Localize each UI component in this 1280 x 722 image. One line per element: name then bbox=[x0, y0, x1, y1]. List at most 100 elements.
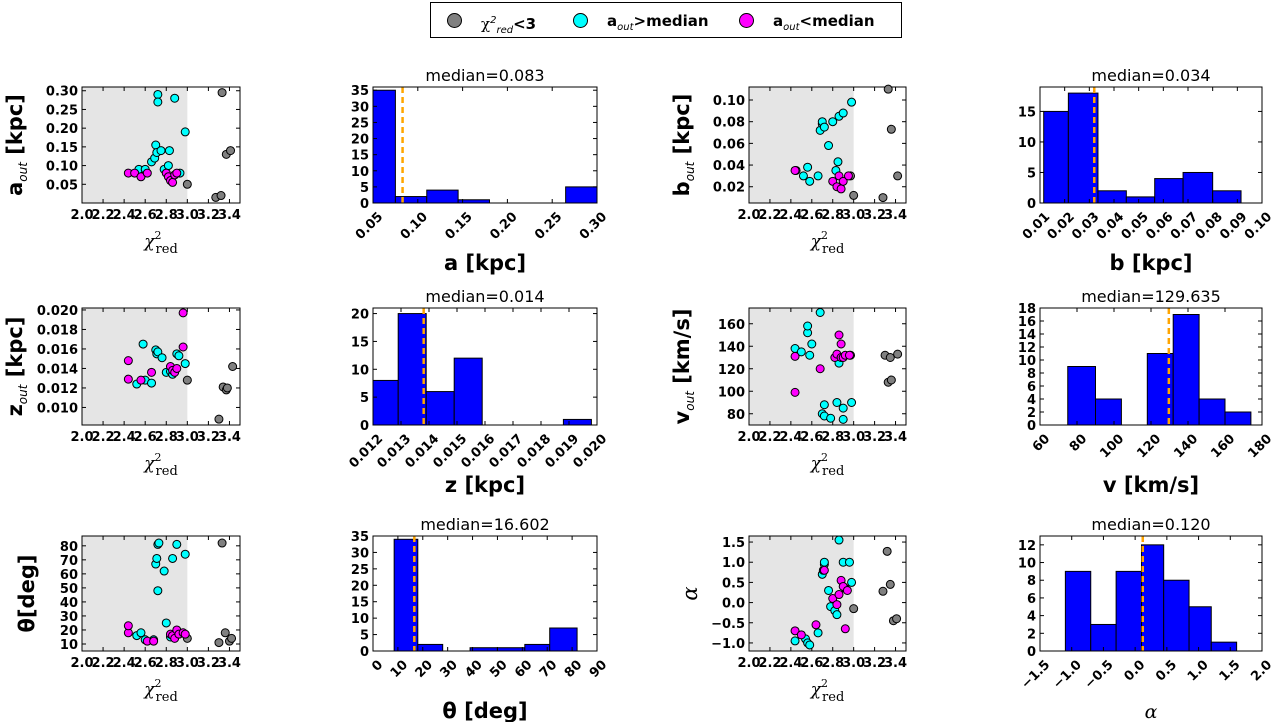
y-axis-label: α bbox=[678, 586, 702, 600]
y-tick-label: 0.15 bbox=[46, 141, 78, 156]
x-axis-label: z [kpc] bbox=[445, 473, 525, 497]
b-scatter-panel: 2.02.22.42.62.83.03.23.4 0.02 0.04 0.06 0.08… bbox=[670, 84, 907, 257]
cyan-point bbox=[838, 108, 848, 118]
histogram-bar bbox=[1043, 110, 1069, 204]
cyan-point bbox=[174, 351, 184, 361]
y-tick-label: 5 bbox=[1027, 166, 1036, 181]
cyan-point bbox=[826, 413, 836, 423]
x-tick-label: 40 bbox=[462, 658, 485, 681]
histogram-bar bbox=[565, 186, 598, 204]
x-tick-label: 2.0 bbox=[737, 430, 760, 445]
y-tick-label: 16 bbox=[1018, 315, 1036, 330]
cyan-point bbox=[824, 141, 834, 151]
axes-frame bbox=[81, 86, 241, 204]
y-tick-label: 4 bbox=[1027, 610, 1036, 625]
y-tick-label: 15 bbox=[351, 149, 369, 164]
y-tick-label: 0.020 bbox=[37, 304, 78, 319]
y-tick-label: 10 bbox=[351, 612, 369, 627]
cyan-point bbox=[159, 566, 169, 576]
cyan-point bbox=[838, 403, 848, 413]
cyan-point bbox=[828, 117, 838, 127]
cyan-point bbox=[180, 127, 190, 137]
gray-point bbox=[216, 191, 226, 201]
gray-point bbox=[220, 628, 230, 638]
x-tick-label: 2.2 bbox=[758, 208, 781, 223]
gray-point bbox=[182, 179, 192, 189]
magenta-point bbox=[832, 600, 842, 610]
histogram-bar bbox=[1154, 178, 1184, 204]
gray-point bbox=[222, 383, 232, 393]
a-scatter-panel: 2.02.22.42.62.83.03.23.4 0.05 0.10 0.15 0.20… bbox=[3, 85, 241, 257]
magenta-point bbox=[790, 387, 800, 397]
x-tick-label: 0.09 bbox=[1217, 210, 1250, 243]
x-tick-label: 3.0 bbox=[176, 208, 199, 223]
x-tick-label: 2.0 bbox=[737, 208, 760, 223]
y-tick-label: 30 bbox=[351, 100, 369, 115]
y-tick-label: 140 bbox=[718, 340, 745, 355]
x-tick-label: 0.20 bbox=[487, 210, 520, 243]
magenta-point bbox=[838, 176, 848, 186]
gray-point bbox=[886, 124, 896, 134]
cyan-point bbox=[154, 538, 164, 548]
x-tick-label: −0.5 bbox=[1082, 658, 1117, 693]
y-tick-label: 50 bbox=[60, 582, 78, 597]
x-tick-label: 0.06 bbox=[1143, 210, 1176, 243]
y-tick-label: 20 bbox=[351, 308, 369, 323]
x-tick-label: 50 bbox=[487, 658, 510, 681]
cyan-point bbox=[819, 122, 829, 132]
gray-point bbox=[849, 190, 859, 200]
magenta-point bbox=[834, 330, 844, 340]
cyan-point bbox=[847, 97, 857, 107]
x-tick-label: 2.0 bbox=[70, 208, 93, 223]
y-tick-label: 100 bbox=[718, 385, 745, 400]
legend-label-gray: <3 bbox=[513, 15, 537, 33]
x-tick-label: 3.0 bbox=[842, 656, 865, 671]
y-tick-label: 5 bbox=[360, 391, 369, 406]
cyan-point bbox=[153, 97, 163, 107]
x-tick-label: 3.2 bbox=[863, 656, 886, 671]
cyan-point bbox=[813, 628, 823, 638]
magenta-point bbox=[168, 177, 178, 187]
x-axis-label: χ2 red bbox=[143, 451, 178, 479]
y-tick-label: 0 bbox=[360, 197, 369, 212]
x-tick-label: 2.6 bbox=[134, 430, 157, 445]
x-tick-label: 3.0 bbox=[176, 430, 199, 445]
y-tick-label: 0.016 bbox=[37, 343, 78, 358]
y-tick-label: 15 bbox=[351, 596, 369, 611]
magenta-point bbox=[123, 356, 133, 366]
gray-point bbox=[226, 146, 236, 156]
cyan-point bbox=[168, 553, 178, 563]
y-tick-label: 12 bbox=[1018, 539, 1036, 554]
x-tick-label: 100 bbox=[1097, 432, 1127, 462]
gray-point bbox=[893, 171, 903, 181]
axes-frame bbox=[748, 535, 907, 652]
axes-frame bbox=[748, 86, 907, 204]
histogram-title: median=129.635 bbox=[1081, 287, 1221, 306]
y-tick-label: 8 bbox=[1027, 574, 1036, 589]
x-tick-label: 3.0 bbox=[176, 656, 199, 671]
y-tick-label: 0.5 bbox=[722, 576, 745, 591]
y-tick-label: 1.0 bbox=[722, 556, 745, 571]
x-tick-label: 2.4 bbox=[779, 430, 802, 445]
x-tick-label: 3.0 bbox=[842, 430, 865, 445]
cyan-point bbox=[805, 176, 815, 186]
y-tick-label: 10 bbox=[351, 165, 369, 180]
x-tick-label: 0.05 bbox=[353, 210, 386, 243]
y-tick-label: 20 bbox=[351, 133, 369, 148]
x-tick-label: 2.4 bbox=[779, 656, 802, 671]
x-tick-label: 0.03 bbox=[1069, 210, 1102, 243]
x-axis-label: b [kpc] bbox=[1110, 251, 1193, 275]
x-tick-label: 2.6 bbox=[800, 656, 823, 671]
x-tick-label: 0.0 bbox=[1121, 658, 1148, 685]
z-scatter-panel: 2.02.22.42.62.83.03.23.4 0.010 0.012 0.014 0… bbox=[3, 304, 241, 479]
x-tick-label: 2.0 bbox=[737, 656, 760, 671]
magenta-point bbox=[843, 171, 853, 181]
gray-point bbox=[849, 604, 859, 614]
x-tick-label: 2.8 bbox=[821, 208, 844, 223]
legend-label-magenta: <median bbox=[799, 12, 875, 30]
histogram-bar bbox=[562, 418, 592, 426]
x-tick-label: 3.2 bbox=[197, 430, 220, 445]
cyan-point bbox=[152, 553, 162, 563]
y-tick-label: 10 bbox=[60, 638, 78, 653]
